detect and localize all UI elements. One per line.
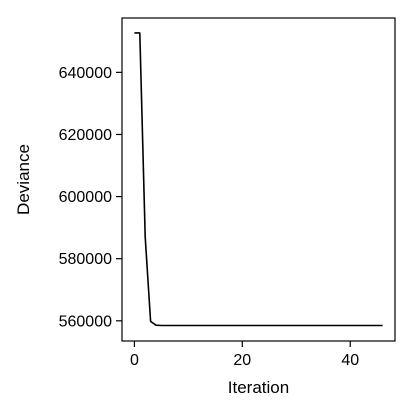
deviance-series-line — [134, 32, 383, 327]
y-tick-label: 640000 — [59, 65, 112, 82]
y-tick-label: 560000 — [59, 313, 112, 330]
x-axis-label: Iteration — [228, 378, 289, 397]
plot-frame — [121, 17, 396, 342]
series-layer — [134, 32, 383, 327]
x-tick-label: 0 — [130, 352, 139, 369]
x-tick-label: 20 — [233, 352, 251, 369]
y-axis-label: Deviance — [14, 144, 33, 215]
y-tick-label: 620000 — [59, 127, 112, 144]
y-tick-label: 600000 — [59, 189, 112, 206]
y-axis-ticks: 560000 580000 600000 620000 640000 — [59, 65, 122, 330]
x-tick-label: 40 — [341, 352, 359, 369]
y-tick-label: 580000 — [59, 251, 112, 268]
x-axis-ticks: 0 20 40 — [130, 341, 359, 369]
